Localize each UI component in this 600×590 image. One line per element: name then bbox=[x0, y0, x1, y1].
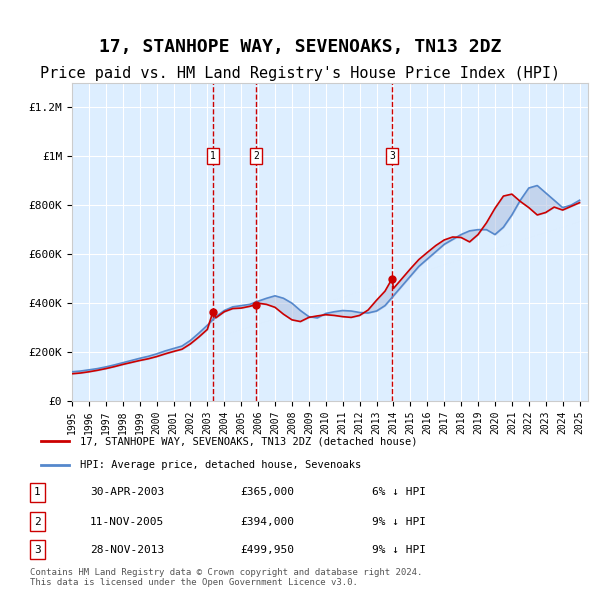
Text: 9% ↓ HPI: 9% ↓ HPI bbox=[372, 545, 426, 555]
Text: 6% ↓ HPI: 6% ↓ HPI bbox=[372, 487, 426, 497]
Text: 30-APR-2003: 30-APR-2003 bbox=[90, 487, 164, 497]
Text: 11-NOV-2005: 11-NOV-2005 bbox=[90, 517, 164, 526]
Text: Contains HM Land Registry data © Crown copyright and database right 2024.
This d: Contains HM Land Registry data © Crown c… bbox=[30, 568, 422, 587]
Text: £365,000: £365,000 bbox=[240, 487, 294, 497]
Text: 2: 2 bbox=[34, 517, 41, 526]
Text: £394,000: £394,000 bbox=[240, 517, 294, 526]
Text: 17, STANHOPE WAY, SEVENOAKS, TN13 2DZ (detached house): 17, STANHOPE WAY, SEVENOAKS, TN13 2DZ (d… bbox=[80, 436, 417, 446]
Text: 9% ↓ HPI: 9% ↓ HPI bbox=[372, 517, 426, 526]
Text: £499,950: £499,950 bbox=[240, 545, 294, 555]
Text: Price paid vs. HM Land Registry's House Price Index (HPI): Price paid vs. HM Land Registry's House … bbox=[40, 66, 560, 81]
Text: 28-NOV-2013: 28-NOV-2013 bbox=[90, 545, 164, 555]
Text: 1: 1 bbox=[210, 151, 216, 161]
Text: 3: 3 bbox=[34, 545, 41, 555]
Text: 1: 1 bbox=[34, 487, 41, 497]
Text: HPI: Average price, detached house, Sevenoaks: HPI: Average price, detached house, Seve… bbox=[80, 460, 361, 470]
Text: 3: 3 bbox=[389, 151, 395, 161]
Text: 17, STANHOPE WAY, SEVENOAKS, TN13 2DZ: 17, STANHOPE WAY, SEVENOAKS, TN13 2DZ bbox=[99, 38, 501, 56]
Text: 2: 2 bbox=[253, 151, 259, 161]
